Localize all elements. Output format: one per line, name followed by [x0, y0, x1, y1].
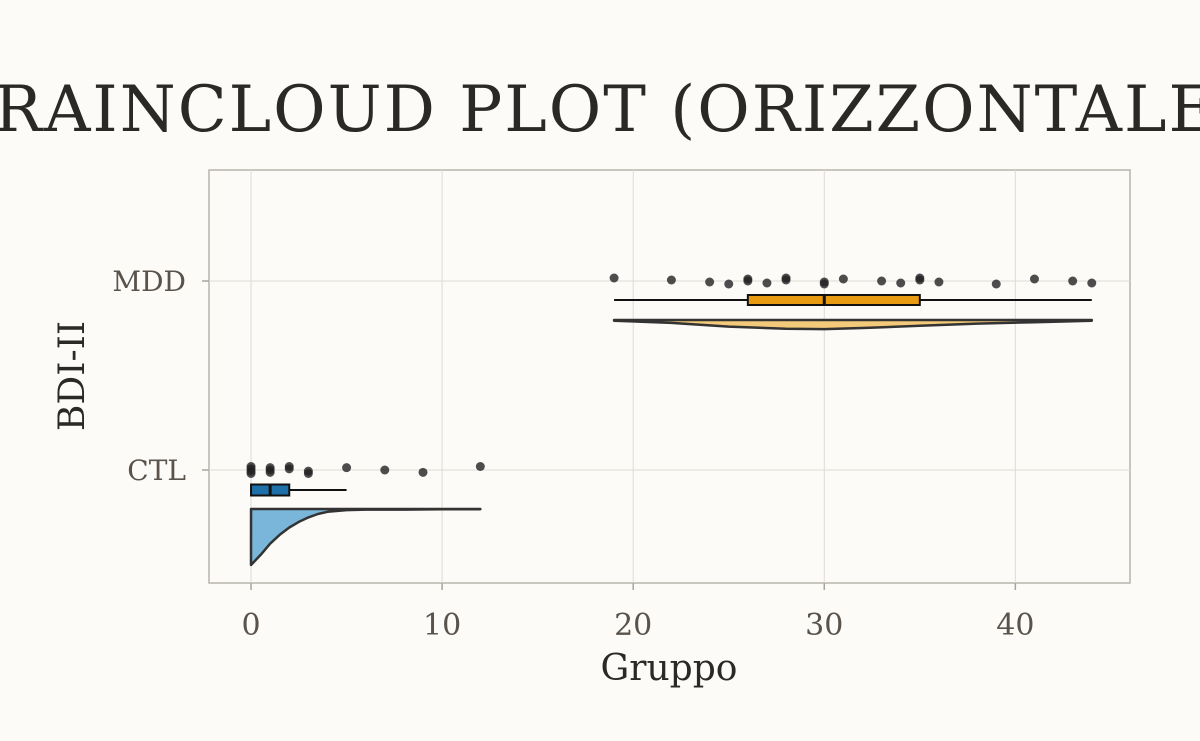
- x-tick-label: 0: [241, 608, 260, 643]
- x-axis-title: Gruppo: [601, 648, 738, 689]
- data-point-ctl: [418, 467, 428, 477]
- data-point-mdd: [819, 279, 829, 289]
- y-axis-title: BDI-II: [52, 321, 93, 431]
- x-tick-label: 10: [423, 608, 461, 643]
- data-point-mdd: [991, 279, 1001, 289]
- density-mdd: [612, 318, 1094, 331]
- data-point-mdd: [609, 273, 619, 283]
- data-point-mdd: [934, 277, 944, 287]
- data-point-mdd: [705, 277, 715, 287]
- data-point-ctl: [342, 463, 352, 473]
- data-point-mdd: [1029, 274, 1039, 284]
- data-point-mdd: [838, 274, 848, 284]
- x-tick-label: 40: [996, 608, 1034, 643]
- x-tick-label: 20: [614, 608, 652, 643]
- y-tick-label: CTL: [127, 454, 186, 487]
- data-point-mdd: [896, 278, 906, 288]
- box-mdd: [746, 294, 921, 306]
- data-point-ctl: [303, 469, 313, 478]
- data-point-mdd: [877, 276, 887, 286]
- boxplot-layer: [250, 294, 1092, 497]
- data-point-mdd: [724, 279, 734, 289]
- data-point-mdd: [1068, 276, 1078, 286]
- data-point-mdd: [743, 276, 753, 286]
- data-point-mdd: [762, 278, 772, 288]
- data-point-ctl: [265, 467, 275, 477]
- data-point-mdd: [1087, 278, 1097, 288]
- data-point-ctl: [246, 469, 256, 478]
- y-tick-labels: CTL MDD: [112, 265, 186, 487]
- plot-panel: [208, 169, 1131, 584]
- density-layer: [249, 318, 1094, 567]
- y-tick-label: MDD: [112, 265, 186, 298]
- data-point-ctl: [284, 464, 294, 474]
- data-point-ctl: [380, 465, 390, 475]
- chart-title: RAINCLOUD PLOT (ORIZZONTALE, CON C: [0, 73, 1200, 147]
- x-tick-label: 30: [805, 608, 843, 643]
- data-point-mdd: [781, 275, 791, 285]
- data-point-mdd: [666, 275, 676, 285]
- point-layer: [246, 273, 1097, 478]
- data-point-mdd: [915, 275, 925, 285]
- data-point-ctl: [475, 462, 485, 471]
- x-tick-labels: 0 10 20 30 40: [241, 608, 1034, 643]
- density-ctl: [249, 507, 482, 567]
